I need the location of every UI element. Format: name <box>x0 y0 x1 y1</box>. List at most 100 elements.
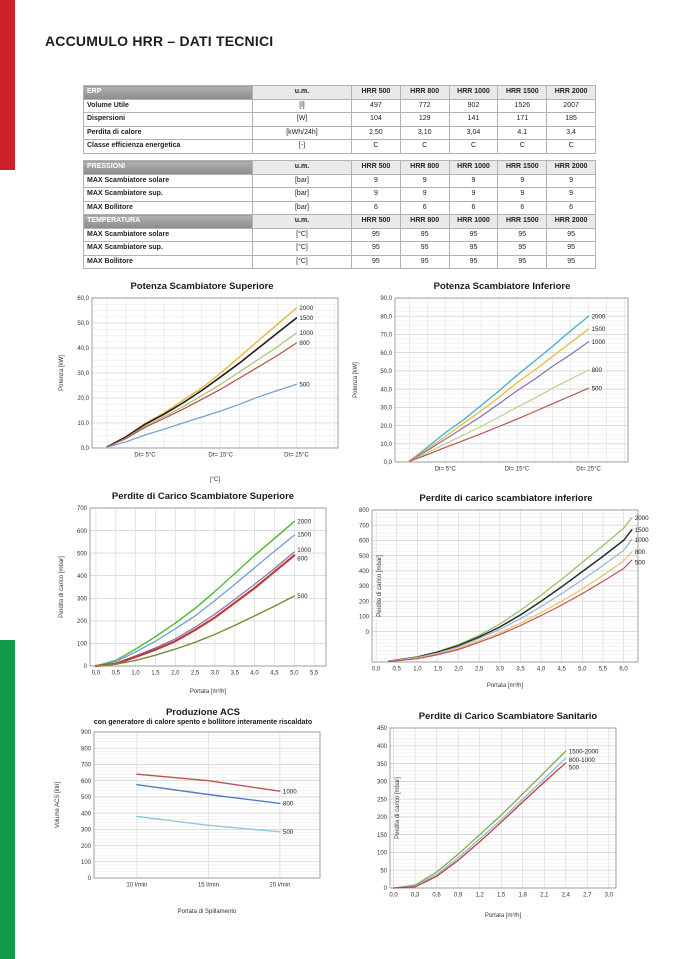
svg-text:500: 500 <box>77 551 88 557</box>
series-line-800-1000 <box>392 757 567 889</box>
table-cell: 141 <box>448 112 499 127</box>
chart-canvas: 1500-2000800-100050045040035030025020015… <box>377 726 617 919</box>
chart-title: Produzione ACS <box>165 707 241 718</box>
svg-text:900: 900 <box>81 730 92 736</box>
series-label: 800 <box>283 800 294 807</box>
svg-text:3,0: 3,0 <box>496 666 505 672</box>
svg-text:Volume ACS [litri]: Volume ACS [litri] <box>55 781 61 828</box>
table-cell: 95 <box>546 241 596 256</box>
svg-text:80,0: 80,0 <box>380 314 392 320</box>
svg-text:700: 700 <box>77 506 88 512</box>
table-header-cell: HRR 1500 <box>497 85 548 100</box>
row-label: MAX Bollitore <box>83 254 253 269</box>
table-section-label: PRESSIONI <box>83 160 253 175</box>
svg-text:600: 600 <box>77 529 88 535</box>
svg-text:0: 0 <box>84 664 88 670</box>
series-line-500 <box>408 387 590 462</box>
table-cell: 772 <box>399 98 450 113</box>
table-header-cell: u.m. <box>252 214 352 229</box>
svg-text:4,0: 4,0 <box>250 670 259 676</box>
series-line-500 <box>136 815 281 833</box>
table-cell: 497 <box>351 98 401 113</box>
svg-text:250: 250 <box>377 797 388 803</box>
svg-text:[°C]: [°C] <box>210 477 220 483</box>
svg-text:200: 200 <box>359 599 370 605</box>
chart-title: Perdite di Carico Scambiatore Sanitario <box>418 711 598 722</box>
svg-text:2,0: 2,0 <box>171 670 180 676</box>
svg-text:Perdite di carico [mbar]: Perdite di carico [mbar] <box>377 555 383 617</box>
series-line-800 <box>94 554 296 668</box>
svg-text:300: 300 <box>77 596 88 602</box>
svg-text:100: 100 <box>377 851 388 857</box>
svg-text:Dt= 25°C: Dt= 25°C <box>284 452 309 458</box>
table-cell: 95 <box>448 227 499 242</box>
table-cell: 95 <box>546 254 596 269</box>
table-cell: [bar] <box>252 173 352 188</box>
svg-text:1,5: 1,5 <box>151 670 160 676</box>
table-cell: 9 <box>546 187 596 202</box>
table-cell: 9 <box>546 173 596 188</box>
svg-text:3,5: 3,5 <box>231 670 240 676</box>
svg-text:0,3: 0,3 <box>411 892 420 898</box>
table-header-cell: HRR 500 <box>351 214 401 229</box>
row-label: MAX Scambiatore sup. <box>83 241 253 256</box>
series-label: 1000 <box>592 339 606 346</box>
svg-text:3,5: 3,5 <box>516 666 525 672</box>
series-line-1000 <box>106 332 297 448</box>
svg-text:2,0: 2,0 <box>454 666 463 672</box>
table-cell: 95 <box>497 241 548 256</box>
chart-canvas: 2000 1500 1000 800 500 60,0 50,0 40,0 30,0 20,0 10… <box>59 296 339 483</box>
table-cell: 1526 <box>497 98 548 113</box>
svg-text:1,8: 1,8 <box>519 892 528 898</box>
svg-text:Dt= 5°C: Dt= 5°C <box>435 466 457 472</box>
chart-potenza-scambiatore-inferiore: Potenza Scambiatore Inferiore 2000 1500 10… <box>350 281 654 482</box>
table-header-cell: HRR 800 <box>399 214 450 229</box>
table-cell: [l] <box>252 98 352 113</box>
series-label: 1000 <box>297 547 311 554</box>
table-cell: 3,4 <box>546 125 596 140</box>
chart-canvas: 1000800500900800700600500400300200100010… <box>55 730 321 915</box>
svg-text:0,0: 0,0 <box>81 446 90 452</box>
svg-text:0: 0 <box>384 886 388 892</box>
svg-text:10 l/min: 10 l/min <box>126 882 147 888</box>
table-header-cell: HRR 1000 <box>448 160 499 175</box>
chart-canvas: 2000150010008005007006005004003002001000… <box>59 506 327 695</box>
svg-text:5,0: 5,0 <box>290 670 299 676</box>
table-row: Dispersioni [W] 104 129 141 171 185 <box>83 112 596 127</box>
svg-text:450: 450 <box>377 726 388 732</box>
series-label: 500 <box>635 559 646 566</box>
table-cell: 3,04 <box>448 125 499 140</box>
svg-text:0,0: 0,0 <box>389 892 398 898</box>
table-cell: 95 <box>546 227 596 242</box>
chart-subtitle: con generatore di calore spento e bollit… <box>93 718 313 726</box>
series-line-2000 <box>95 520 296 667</box>
row-label: MAX Bollitore <box>83 200 253 215</box>
row-label: Dispersioni <box>83 112 253 127</box>
svg-text:2,4: 2,4 <box>562 892 571 898</box>
table-row: Volume Utile [l] 497 772 902 1526 2007 <box>83 98 596 113</box>
svg-text:350: 350 <box>377 762 388 768</box>
series-label: 2000 <box>592 313 606 320</box>
table-cell: [bar] <box>252 187 352 202</box>
series-line-500 <box>392 762 567 889</box>
row-label: Classe efficienza energetica <box>83 139 253 154</box>
table-row: MAX Scambiatore sup. [bar] 9 9 9 9 9 <box>83 187 596 202</box>
svg-text:Potenza [kW]: Potenza [kW] <box>353 362 359 398</box>
svg-text:800: 800 <box>359 508 370 514</box>
row-label: MAX Scambiatore sup. <box>83 187 253 202</box>
svg-text:2,7: 2,7 <box>583 892 592 898</box>
chart-canvas: 2000150010008005008007006005004003002001… <box>359 508 649 689</box>
svg-text:20,0: 20,0 <box>380 424 392 430</box>
table-section-header-row: ERP u.m. HRR 500 HRR 800 HRR 1000 HRR 1500 HRR… <box>83 85 596 100</box>
series-line-1000 <box>387 538 633 662</box>
svg-text:0,0: 0,0 <box>372 666 381 672</box>
table-row: MAX Bollitore [bar] 6 6 6 6 6 <box>83 200 596 215</box>
table-row: MAX Scambiatore solare [°C] 95 95 95 95 95 <box>83 227 596 242</box>
table-header-cell: HRR 2000 <box>546 85 596 100</box>
table-cell: C <box>351 139 401 154</box>
series-line-1500 <box>106 317 298 448</box>
series-label: 500 <box>592 385 603 392</box>
svg-text:600: 600 <box>359 539 370 545</box>
table-header-cell: HRR 500 <box>351 85 401 100</box>
series-line-1000 <box>136 773 281 792</box>
